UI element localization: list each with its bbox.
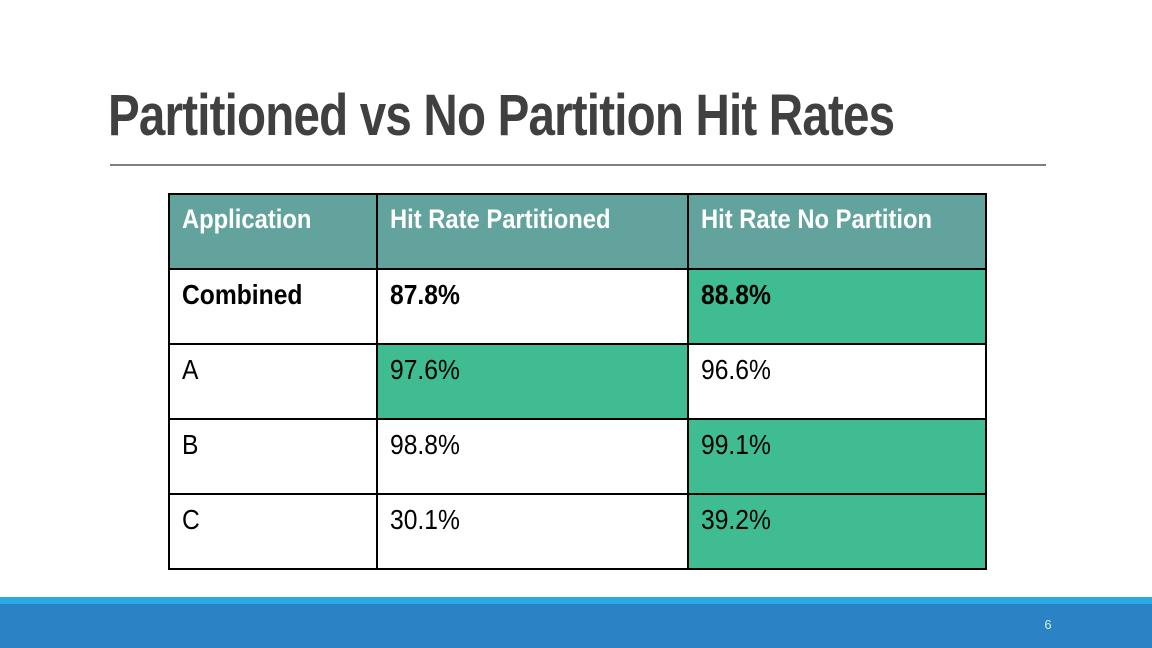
cell-hit-rate-no-partition: 99.1%	[687, 418, 987, 495]
cell-application: Combined	[168, 268, 378, 345]
cell-hit-rate-partitioned: 30.1%	[376, 493, 689, 570]
cell-application: A	[168, 343, 378, 420]
cell-hit-rate-partitioned: 97.6%	[376, 343, 689, 420]
cell-application: B	[168, 418, 378, 495]
table-row: A 97.6% 96.6%	[168, 343, 987, 420]
table-header-row: Application Hit Rate Partitioned Hit Rat…	[168, 193, 987, 270]
cell-hit-rate-no-partition: 96.6%	[687, 343, 987, 420]
cell-hit-rate-no-partition: 88.8%	[687, 268, 987, 345]
title-underline	[110, 164, 1046, 166]
page-number: 6	[1044, 617, 1052, 632]
slide-title: Partitioned vs No Partition Hit Rates	[108, 83, 895, 148]
cell-hit-rate-partitioned: 98.8%	[376, 418, 689, 495]
header-cell-hit-rate-no-partition: Hit Rate No Partition	[687, 193, 987, 270]
cell-hit-rate-partitioned: 87.8%	[376, 268, 689, 345]
cell-hit-rate-no-partition: 39.2%	[687, 493, 987, 570]
hit-rate-table: Application Hit Rate Partitioned Hit Rat…	[168, 193, 987, 570]
header-cell-application: Application	[168, 193, 378, 270]
table-row: C 30.1% 39.2%	[168, 493, 987, 570]
header-cell-hit-rate-partitioned: Hit Rate Partitioned	[376, 193, 689, 270]
footer-bar	[0, 604, 1152, 648]
cell-application: C	[168, 493, 378, 570]
table-row: B 98.8% 99.1%	[168, 418, 987, 495]
table-row: Combined 87.8% 88.8%	[168, 268, 987, 345]
footer-accent-strip	[0, 597, 1152, 604]
